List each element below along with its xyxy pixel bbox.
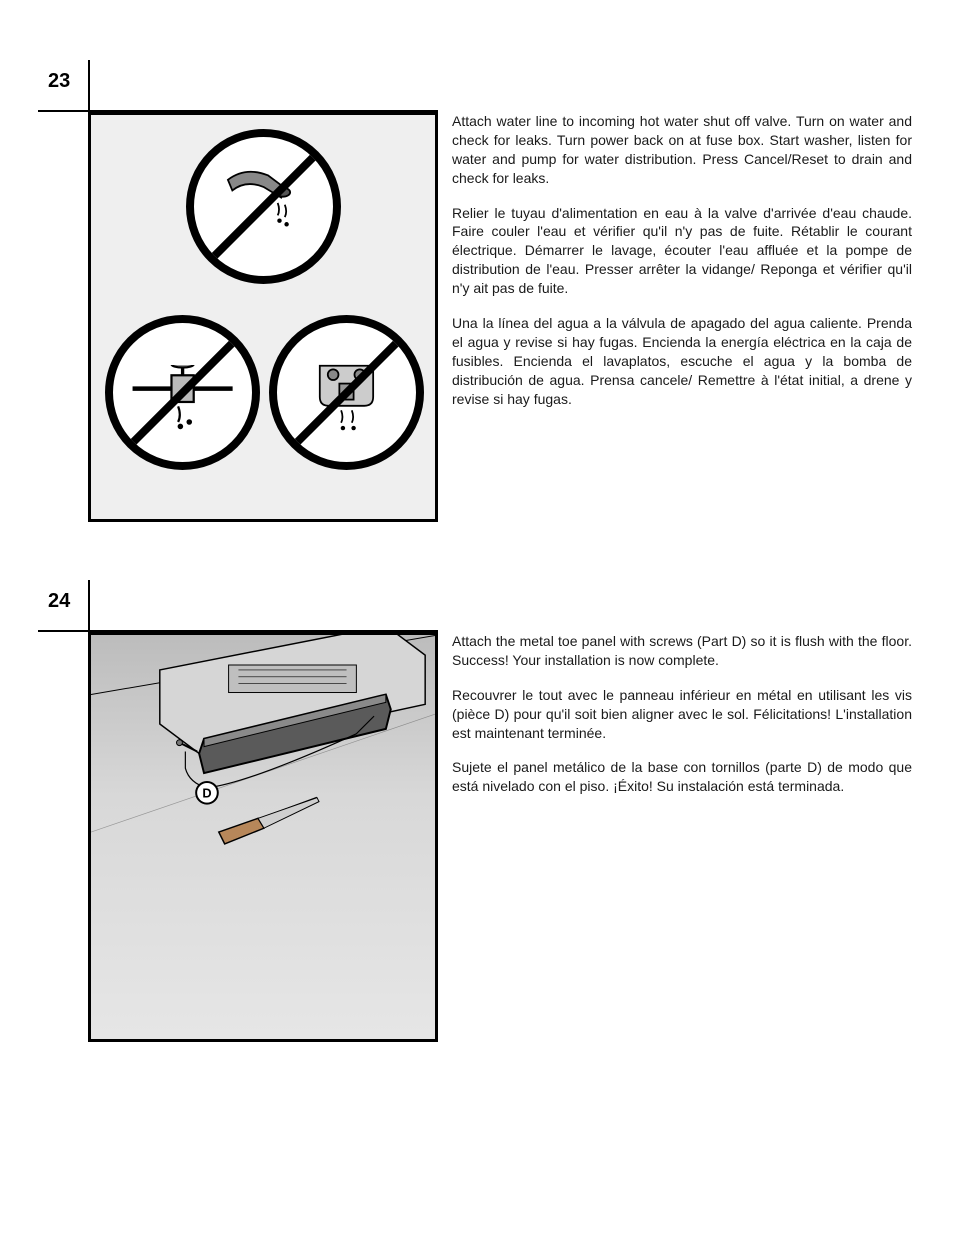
step-24-text: Attach the metal toe panel with screws (… <box>452 632 912 812</box>
rule-vertical <box>88 580 90 630</box>
step-number: 23 <box>48 70 70 93</box>
prohibition-icon-pump-leak <box>269 315 424 470</box>
prohibition-icon-faucet-leak <box>186 129 341 284</box>
step-23-es: Una la línea del agua a la válvula de ap… <box>452 314 912 408</box>
rule-vertical <box>88 60 90 110</box>
step-23-en: Attach water line to incoming hot water … <box>452 112 912 188</box>
step-24-es: Sujete el panel metálico de la base con … <box>452 758 912 796</box>
faucet-leak-sketch <box>219 162 308 251</box>
pump-leak-sketch <box>302 348 391 437</box>
step-23: 23 <box>0 60 954 560</box>
figure-23 <box>88 112 438 522</box>
step-24: 24 <box>0 580 954 1080</box>
step-number: 24 <box>48 590 70 613</box>
toe-panel-sketch: D <box>91 635 435 1039</box>
figure-24: D <box>88 632 438 1042</box>
part-label-text: D <box>202 786 211 801</box>
step-24-fr: Recouvrer le tout avec le panneau inféri… <box>452 686 912 743</box>
prohibition-icon-valve-leak <box>105 315 260 470</box>
step-24-en: Attach the metal toe panel with screws (… <box>452 632 912 670</box>
valve-leak-sketch <box>127 365 238 435</box>
step-23-fr: Relier le tuyau d'alimentation en eau à … <box>452 204 912 298</box>
manual-page: 23 <box>0 0 954 1235</box>
step-23-text: Attach water line to incoming hot water … <box>452 112 912 424</box>
